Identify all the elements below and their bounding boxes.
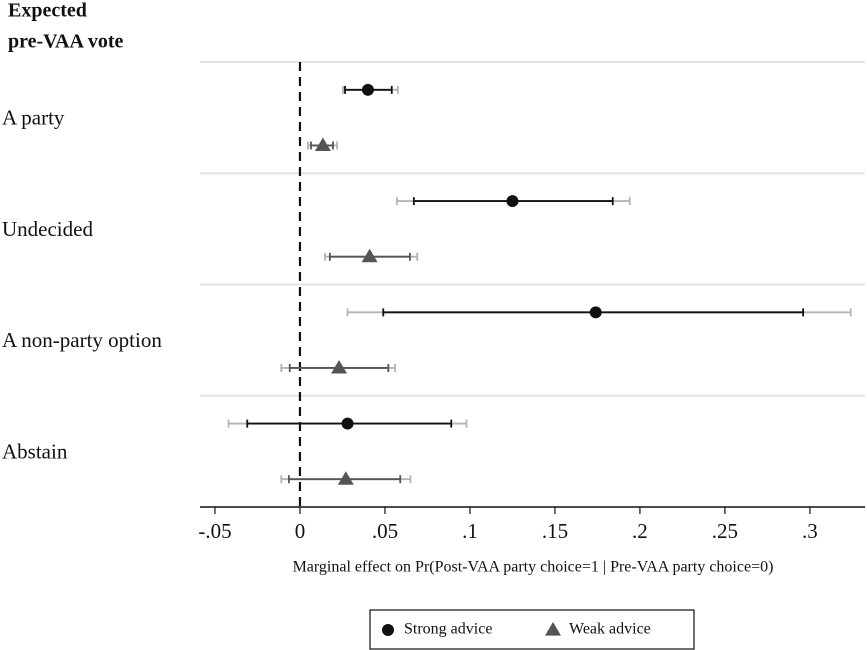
x-axis-label: Marginal effect on Pr(Post-VAA party cho… xyxy=(293,559,774,576)
y-title: pre-VAA vote xyxy=(8,31,123,53)
point xyxy=(341,417,354,430)
legend-label: Strong advice xyxy=(404,621,492,638)
y-title: Expected xyxy=(8,0,87,22)
category-label: Abstain xyxy=(2,439,68,463)
x-tick-label: .1 xyxy=(462,519,478,543)
point xyxy=(506,195,519,208)
legend-marker xyxy=(382,624,394,636)
x-tick-label: .25 xyxy=(712,519,738,543)
category-label: A party xyxy=(2,106,65,130)
x-tick-label: .2 xyxy=(632,519,648,543)
x-tick-label: 0 xyxy=(295,519,306,543)
point xyxy=(337,471,354,485)
point xyxy=(361,248,378,263)
point xyxy=(314,137,331,152)
legend-box xyxy=(369,609,695,650)
legend-label: Weak advice xyxy=(569,621,651,638)
x-tick-label: -.05 xyxy=(198,519,231,543)
x-tick-label: .05 xyxy=(372,519,398,543)
point xyxy=(331,359,348,374)
legend-marker xyxy=(545,622,561,636)
point xyxy=(361,83,374,96)
point xyxy=(589,306,602,319)
x-tick-label: .15 xyxy=(542,519,568,543)
x-tick-label: .3 xyxy=(802,519,818,543)
category-label: Undecided xyxy=(2,217,93,241)
category-label: A non-party option xyxy=(2,328,162,352)
